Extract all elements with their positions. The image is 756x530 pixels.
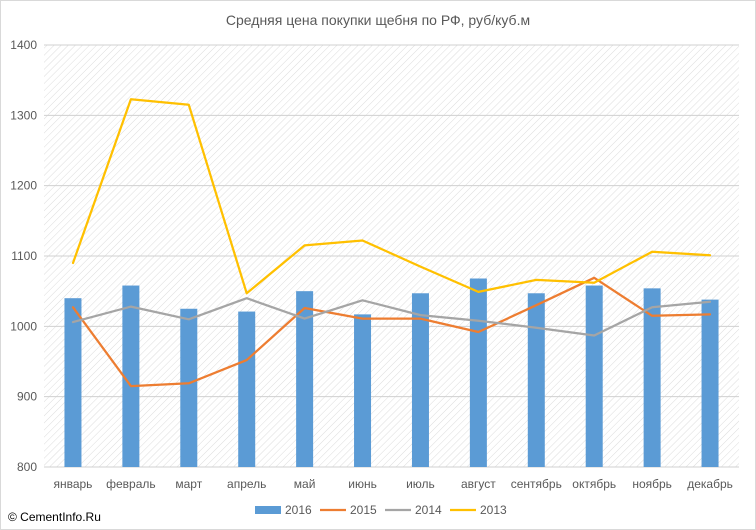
legend: 2016 2015 2014 2013 <box>255 503 507 517</box>
y-tick-label: 1300 <box>10 108 37 122</box>
x-tick-label: январь <box>53 477 92 491</box>
gridlines <box>44 44 739 468</box>
bar-2016 <box>354 314 372 467</box>
bar-2016 <box>643 288 661 467</box>
y-axis-ticks: 800 900 1000 1100 1200 1300 1400 <box>10 38 37 474</box>
bar-2016 <box>296 291 314 467</box>
y-tick-label: 1200 <box>10 179 37 193</box>
x-tick-label: август <box>461 477 496 491</box>
legend-label-2016: 2016 <box>285 503 312 517</box>
bar-series <box>64 278 719 467</box>
line-2014 <box>71 297 712 337</box>
y-tick-label: 1400 <box>10 38 37 52</box>
legend-label-2015: 2015 <box>350 503 377 517</box>
legend-label-2014: 2014 <box>415 503 442 517</box>
x-tick-label: июль <box>406 477 435 491</box>
bar-2016 <box>411 293 429 467</box>
x-tick-label: сентябрь <box>511 477 562 491</box>
x-tick-label: май <box>294 477 316 491</box>
y-tick-label: 1100 <box>11 249 37 263</box>
bar-2016 <box>238 311 256 467</box>
line-series <box>71 98 712 388</box>
x-tick-label: февраль <box>106 477 156 491</box>
bar-2016 <box>469 278 487 467</box>
x-tick-label: июнь <box>348 477 377 491</box>
chart-title: Средняя цена покупки щебня по РФ, руб/ку… <box>225 12 531 28</box>
bar-2016 <box>122 285 140 467</box>
x-tick-label: март <box>175 477 202 491</box>
x-tick-label: ноябрь <box>632 477 672 491</box>
x-axis-ticks: январь февраль март апрель май июнь июль август… <box>53 477 732 491</box>
bar-2016 <box>585 285 603 467</box>
legend-label-2013: 2013 <box>480 503 507 517</box>
watermark: © CementInfo.Ru <box>8 510 101 524</box>
bar-2016 <box>180 308 198 467</box>
x-tick-label: декабрь <box>687 477 733 491</box>
bar-2016 <box>527 293 545 467</box>
y-tick-label: 800 <box>17 460 37 474</box>
legend-swatch-2016 <box>255 506 281 514</box>
bar-2016 <box>64 298 82 467</box>
line-2015 <box>71 276 712 388</box>
line-2013 <box>71 98 712 295</box>
y-tick-label: 900 <box>17 390 37 404</box>
bar-2016 <box>701 299 719 467</box>
x-tick-label: апрель <box>227 477 266 491</box>
x-tick-label: октябрь <box>572 477 616 491</box>
y-tick-label: 1000 <box>10 319 37 333</box>
